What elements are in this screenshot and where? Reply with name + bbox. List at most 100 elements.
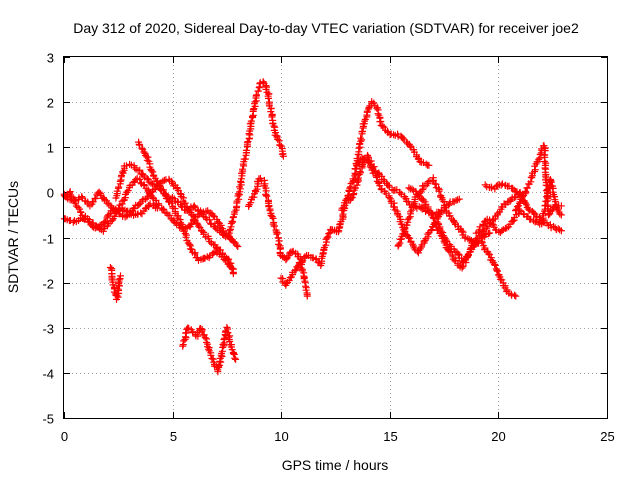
data-point	[138, 144, 146, 152]
y-tick-label: 2	[47, 96, 54, 111]
data-point	[408, 185, 416, 193]
data-point	[511, 194, 518, 202]
data-point	[524, 205, 532, 213]
axis-ticks: 0 5 10 15 20 25 -5 -4 -3 -2 -1 0 1 2 3	[42, 51, 614, 445]
series-track-7	[245, 174, 311, 300]
series-track-5	[60, 188, 161, 232]
data-point	[273, 230, 281, 238]
data-point	[353, 162, 361, 170]
data-point	[380, 123, 388, 131]
data-point	[424, 205, 432, 213]
data-point	[557, 202, 565, 210]
data-point	[455, 195, 463, 203]
data-point	[485, 250, 493, 258]
data-point	[268, 113, 276, 121]
data-point	[527, 173, 535, 181]
data-point	[454, 250, 462, 258]
data-point	[396, 189, 404, 197]
data-point	[198, 327, 206, 335]
data-point	[478, 239, 486, 247]
x-axis-label: GPS time / hours	[282, 457, 389, 473]
data-point	[207, 351, 215, 359]
series-track-3	[112, 160, 242, 251]
data-point	[380, 176, 388, 184]
data-point	[60, 192, 68, 200]
data-point	[491, 261, 499, 269]
data-point	[545, 211, 552, 219]
data-point	[251, 98, 259, 106]
data-point	[115, 183, 123, 191]
data-point	[124, 187, 132, 194]
data-point	[506, 197, 514, 205]
data-point	[557, 227, 565, 235]
data-point	[109, 216, 116, 224]
y-axis-label: SDTVAR / TECUs	[5, 181, 21, 293]
data-point	[437, 227, 445, 235]
data-point	[325, 230, 333, 238]
data-point	[324, 233, 332, 241]
data-point	[400, 229, 408, 237]
data-point	[368, 166, 376, 174]
data-point	[259, 78, 267, 86]
data-point	[176, 190, 184, 198]
data-point	[230, 350, 237, 357]
data-point	[429, 213, 437, 221]
series-track-13	[434, 219, 520, 300]
data-point	[486, 229, 494, 237]
data-point	[279, 152, 287, 160]
data-point	[116, 177, 124, 185]
data-point	[102, 217, 110, 225]
data-point	[195, 222, 203, 230]
data-point	[446, 212, 454, 220]
data-point	[209, 212, 217, 220]
data-point	[247, 199, 255, 207]
data-point	[206, 216, 213, 224]
data-point	[265, 94, 272, 102]
data-point	[339, 210, 347, 218]
chart-title: Day 312 of 2020, Sidereal Day-to-day VTE…	[73, 20, 579, 36]
data-point	[116, 272, 124, 280]
data-point	[458, 227, 466, 235]
data-point	[143, 175, 151, 182]
data-point	[119, 168, 127, 176]
data-point	[397, 220, 405, 228]
y-tick-label: -5	[42, 412, 54, 427]
data-point	[196, 224, 204, 231]
data-point	[168, 199, 176, 207]
data-point	[494, 267, 501, 275]
data-point	[430, 215, 438, 222]
data-point	[249, 112, 256, 120]
data-point	[234, 243, 242, 251]
data-point	[486, 251, 494, 259]
data-point	[472, 240, 480, 248]
data-point	[191, 250, 199, 258]
series-track-6	[225, 78, 287, 237]
data-point	[201, 334, 209, 342]
data-point	[407, 208, 414, 216]
y-tick-label: 1	[47, 141, 54, 156]
data-point	[131, 164, 138, 172]
data-point	[516, 206, 524, 214]
x-tick-label: 15	[383, 429, 397, 444]
data-point	[274, 135, 282, 143]
data-point	[242, 146, 250, 154]
data-point	[147, 179, 155, 187]
data-point	[187, 221, 195, 228]
data-point	[376, 182, 384, 190]
data-point	[149, 168, 157, 176]
data-point	[556, 210, 564, 218]
data-point	[105, 211, 113, 219]
data-point	[159, 186, 167, 194]
data-point	[215, 363, 222, 371]
data-point	[72, 202, 80, 210]
data-point	[262, 191, 270, 199]
series-track-4	[135, 138, 237, 273]
data-point	[399, 134, 407, 142]
data-point	[153, 204, 161, 212]
data-point	[498, 276, 506, 284]
y-tick-label: -1	[42, 232, 54, 247]
data-point	[374, 110, 382, 118]
x-tick-label: 5	[170, 429, 177, 444]
series-track-14	[481, 180, 565, 235]
